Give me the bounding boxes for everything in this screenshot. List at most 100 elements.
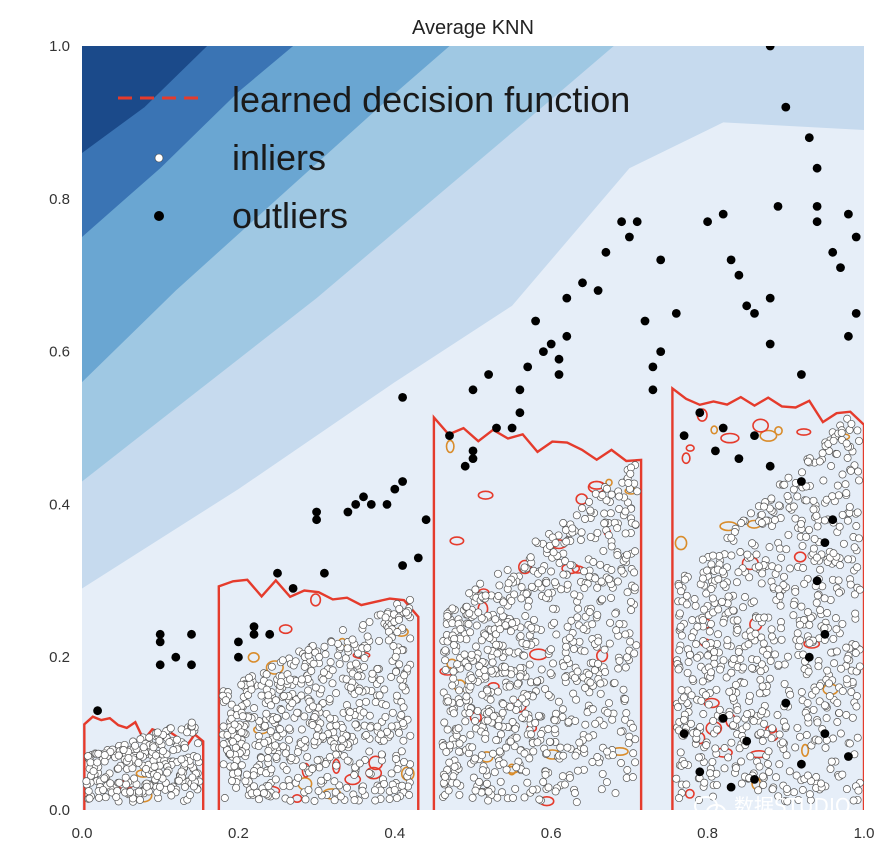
inlier-point xyxy=(442,747,451,756)
inlier-point xyxy=(472,642,480,651)
outlier-point xyxy=(718,209,728,219)
inlier-point xyxy=(848,713,857,722)
inlier-point xyxy=(342,783,351,792)
inlier-point xyxy=(804,457,813,466)
inlier-point xyxy=(227,700,236,709)
inlier-point xyxy=(626,637,635,646)
inlier-point xyxy=(692,729,701,738)
outlier-point xyxy=(711,446,720,456)
inlier-point xyxy=(277,706,286,714)
inlier-point xyxy=(332,689,341,698)
inlier-point xyxy=(710,659,719,668)
inlier-point xyxy=(365,747,374,756)
inlier-point xyxy=(763,650,771,659)
inlier-point xyxy=(499,598,508,607)
inlier-point xyxy=(621,663,630,672)
inlier-point xyxy=(155,782,164,791)
inlier-point xyxy=(84,787,93,796)
inlier-point xyxy=(481,591,490,600)
inlier-point xyxy=(533,677,542,686)
outlier-point xyxy=(515,408,525,418)
inlier-point xyxy=(389,642,398,650)
inlier-point xyxy=(365,711,374,720)
inlier-point xyxy=(598,595,607,604)
inlier-point xyxy=(272,732,281,741)
inlier-point xyxy=(309,659,318,668)
inlier-point xyxy=(397,711,406,719)
outlier-point xyxy=(562,293,572,303)
decision-contour-ring xyxy=(477,490,494,500)
inlier-point xyxy=(381,613,390,622)
decision-contour-ring xyxy=(445,439,455,454)
outlier-point xyxy=(312,515,321,525)
inlier-point xyxy=(465,609,474,618)
inlier-point xyxy=(631,547,639,556)
inlier-point xyxy=(521,709,530,718)
inlier-point xyxy=(399,703,408,712)
inlier-point xyxy=(798,786,807,794)
inlier-point xyxy=(121,773,130,782)
inlier-point xyxy=(93,758,102,767)
inlier-point xyxy=(335,659,344,668)
inlier-point xyxy=(743,550,752,559)
inlier-point xyxy=(842,439,851,448)
legend-label-decision: learned decision function xyxy=(232,79,630,120)
inlier-point xyxy=(701,691,710,700)
inlier-point xyxy=(734,568,743,577)
inlier-point xyxy=(828,492,837,501)
inlier-point xyxy=(768,785,777,794)
inlier-point xyxy=(467,674,476,683)
inlier-point xyxy=(351,720,360,729)
inlier-point xyxy=(491,615,500,624)
outlier-point xyxy=(531,316,540,326)
inlier-point xyxy=(699,616,707,625)
inlier-point xyxy=(755,689,764,698)
inlier-point xyxy=(551,787,560,796)
decision-contour xyxy=(671,385,864,810)
inlier-point xyxy=(151,751,160,760)
inlier-point xyxy=(219,740,228,749)
inlier-point xyxy=(759,639,768,648)
inlier-point xyxy=(183,728,191,737)
inlier-point xyxy=(297,725,306,734)
inlier-point xyxy=(477,751,486,760)
inlier-point xyxy=(766,656,775,665)
x-tick-label: 0.0 xyxy=(72,825,93,842)
inlier-point xyxy=(509,695,518,704)
inlier-point xyxy=(400,757,408,766)
inlier-point xyxy=(847,687,856,696)
inlier-point xyxy=(371,796,380,805)
inlier-point xyxy=(142,782,151,791)
inlier-point xyxy=(680,715,688,724)
inlier-point xyxy=(392,794,401,803)
inlier-point xyxy=(754,562,763,571)
inlier-point xyxy=(285,724,294,733)
inlier-point xyxy=(511,724,520,733)
outlier-point xyxy=(820,538,830,547)
inlier-point xyxy=(585,497,594,506)
inlier-point xyxy=(821,743,830,752)
outlier-point xyxy=(742,301,752,311)
outlier-point xyxy=(468,385,478,395)
inlier-point xyxy=(855,662,864,671)
inlier-point xyxy=(525,660,534,669)
outlier-point xyxy=(492,423,501,433)
inlier-point xyxy=(449,641,458,649)
inlier-point xyxy=(350,796,359,805)
inlier-point xyxy=(776,591,784,600)
inlier-point xyxy=(768,724,777,733)
inlier-point xyxy=(578,504,587,513)
inlier-point xyxy=(708,757,717,766)
inlier-point xyxy=(245,673,253,682)
outlier-point xyxy=(781,102,791,112)
inlier-point xyxy=(353,672,362,681)
inlier-point xyxy=(676,748,685,757)
inlier-point xyxy=(149,743,158,752)
inlier-point xyxy=(354,686,363,695)
outlier-point xyxy=(625,232,634,242)
inlier-point xyxy=(838,510,847,519)
inlier-point xyxy=(575,738,584,747)
inlier-point xyxy=(803,608,812,617)
outlier-point xyxy=(234,652,243,662)
inlier-point xyxy=(220,794,229,802)
